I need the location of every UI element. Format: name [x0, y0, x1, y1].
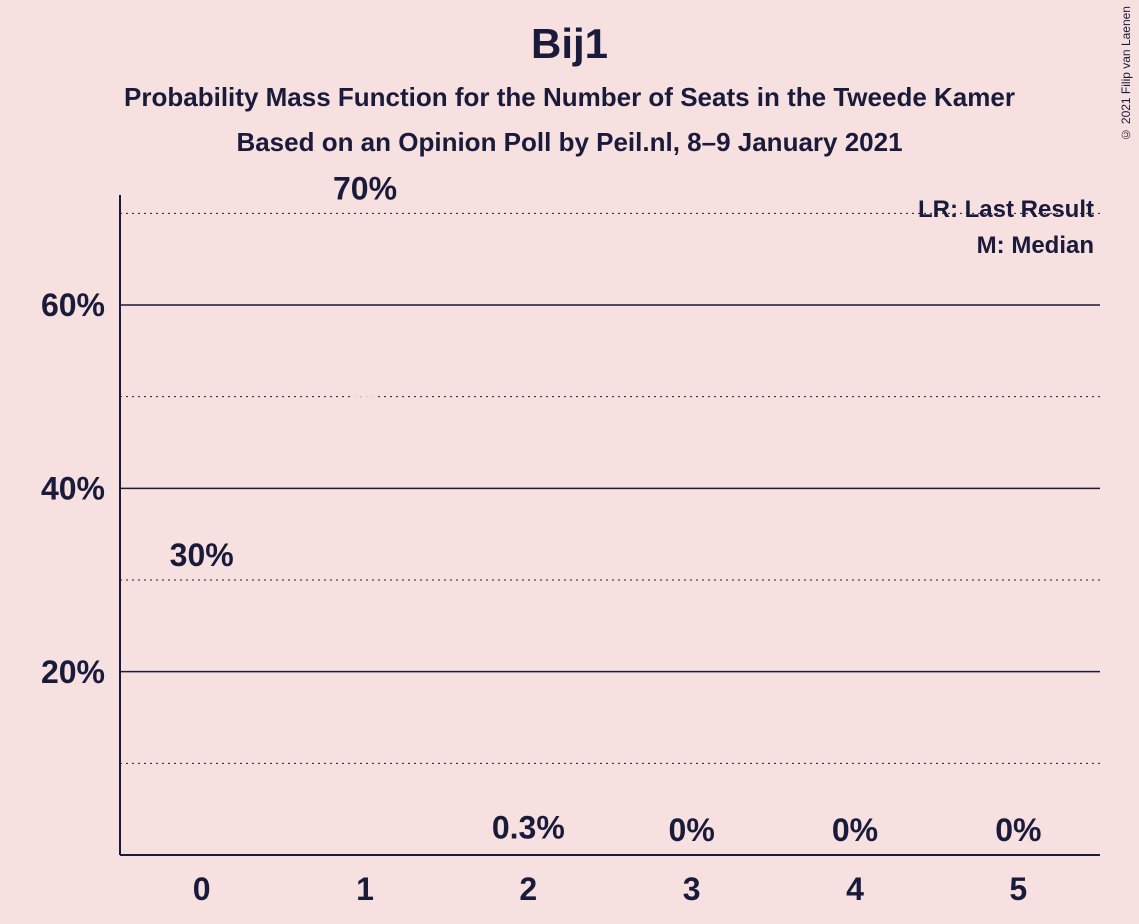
legend-m: M: Median [977, 232, 1094, 259]
bar-value-label: 0.3% [492, 809, 565, 845]
x-tick-label: 1 [356, 871, 374, 907]
bar-inner-label: M [352, 377, 379, 413]
svg-text:40%: 40% [41, 471, 105, 507]
bar-value-label: 0% [995, 812, 1041, 848]
bar-value-label: 0% [669, 812, 715, 848]
bar-inner-label: LR [180, 675, 223, 711]
bar-value-label: 30% [170, 537, 234, 573]
legend-lr: LR: Last Result [918, 196, 1094, 223]
bar-value-label: 70% [333, 170, 397, 206]
svg-text:60%: 60% [41, 287, 105, 323]
x-tick-label: 2 [519, 871, 537, 907]
x-tick-label: 3 [683, 871, 701, 907]
x-tick-label: 0 [193, 871, 211, 907]
bar-value-label: 0% [832, 812, 878, 848]
svg-text:20%: 20% [41, 654, 105, 690]
pmf-bar-chart: 20%40%60%30%LR070%M10.3%20%30%40%5LR: La… [0, 0, 1139, 924]
x-tick-label: 4 [846, 871, 864, 907]
x-tick-label: 5 [1009, 871, 1027, 907]
